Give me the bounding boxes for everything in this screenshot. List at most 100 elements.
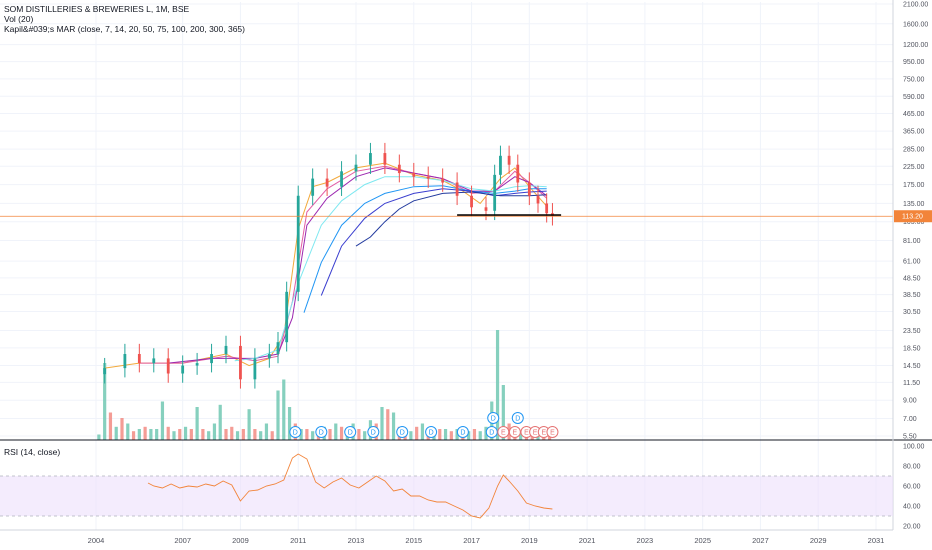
volume-bar [166, 426, 170, 440]
y-tick-label: 1200.00 [903, 42, 928, 49]
candle-body [383, 153, 387, 165]
volume-bar [178, 429, 182, 440]
volume-bar [467, 431, 471, 440]
volume-bar [415, 426, 419, 440]
volume-bar [131, 431, 136, 440]
volume-bar [380, 407, 384, 440]
candle-body [507, 155, 511, 165]
volume-bar [259, 431, 263, 440]
y-tick-label: 135.00 [903, 201, 925, 208]
event-marker-label: D [319, 430, 324, 437]
candle-body [499, 155, 502, 175]
candle-body [137, 353, 141, 364]
volume-bar [183, 426, 188, 440]
event-marker-label: D [491, 416, 496, 423]
volume-bar [334, 423, 338, 440]
candle-body [325, 178, 329, 187]
volume-bar [160, 401, 165, 440]
x-tick-label: 2019 [521, 536, 538, 545]
y-tick-label: 225.00 [903, 164, 925, 171]
candle-body [181, 365, 185, 374]
candle-body [536, 195, 540, 204]
moving-average-line [104, 162, 548, 369]
event-marker-label: D [400, 430, 405, 437]
chart-title: SOM DISTILLERIES & BREWERIES L, 1M, BSE [4, 4, 190, 14]
candle-body [285, 291, 289, 343]
x-tick-label: 2004 [88, 536, 105, 545]
event-marker [367, 426, 380, 438]
volume-bar [149, 429, 153, 440]
event-marker-label: E [513, 430, 518, 437]
y-tick-label: 590.00 [903, 94, 925, 101]
candle-body [441, 178, 445, 183]
rsi-tick-label: 60.00 [903, 484, 921, 491]
volume-bar [120, 418, 124, 440]
moving-average-line [234, 176, 547, 362]
x-tick-label: 2031 [868, 536, 885, 545]
x-tick-label: 2023 [637, 536, 654, 545]
volume-bar [230, 426, 234, 440]
event-marker-label: E [541, 430, 546, 437]
event-marker [487, 412, 500, 424]
volume-bar [114, 426, 118, 440]
volume-bar [438, 429, 442, 440]
candle-body [166, 358, 170, 374]
last-price-badge [894, 210, 932, 223]
moving-average-line [355, 191, 547, 247]
volume-bar [363, 431, 367, 440]
volume-bar [207, 431, 211, 440]
volume-bar [339, 426, 344, 440]
rsi-legend: RSI (14, close) [4, 447, 61, 457]
candle-body [152, 358, 156, 364]
y-tick-label: 105.00 [903, 219, 925, 226]
x-tick-label: 2027 [752, 536, 769, 545]
event-marker-label: D [429, 430, 434, 437]
candle-body [340, 171, 343, 187]
x-tick-label: 2007 [174, 536, 191, 545]
event-marker [396, 426, 409, 438]
y-tick-label: 7.00 [903, 416, 917, 423]
volume-bar [478, 431, 482, 440]
moving-average-line [320, 188, 547, 296]
candle-body [426, 176, 430, 179]
moving-average-legend: Kapil&#039;s MAR (close, 7, 14, 20, 50, … [4, 24, 245, 34]
volume-bar [201, 429, 205, 440]
rsi-line [147, 453, 553, 519]
candle-body [296, 195, 300, 292]
x-tick-label: 2009 [232, 536, 249, 545]
volume-bar [195, 407, 199, 440]
event-marker-label: E [501, 430, 506, 437]
y-tick-label: 48.50 [903, 275, 921, 282]
last-price-label: 113.20 [902, 214, 923, 221]
y-tick-label: 750.00 [903, 76, 925, 83]
x-tick-label: 2013 [348, 536, 365, 545]
y-tick-label: 285.00 [903, 147, 925, 154]
event-marker-label: E [524, 430, 529, 437]
volume-bar [386, 409, 390, 440]
volume-bar [108, 412, 113, 440]
volume-bar [420, 423, 425, 440]
volume-bar [472, 429, 477, 440]
candle-body [103, 368, 107, 375]
x-tick-label: 2017 [463, 536, 480, 545]
event-marker-label: D [371, 430, 376, 437]
volume-bar [357, 429, 361, 440]
y-tick-label: 175.00 [903, 182, 925, 189]
y-tick-label: 465.00 [903, 111, 925, 118]
event-marker [289, 426, 302, 438]
event-marker [456, 426, 469, 438]
volume-bar [443, 429, 448, 440]
volume-bar [449, 431, 453, 440]
event-marker-label: D [460, 430, 465, 437]
volume-bar [299, 429, 303, 440]
candle-body [195, 363, 199, 366]
y-tick-label: 18.50 [903, 345, 921, 352]
y-tick-label: 1600.00 [903, 21, 928, 28]
y-tick-label: 9.00 [903, 398, 917, 405]
rsi-tick-label: 100.00 [903, 444, 925, 451]
candle-body [354, 164, 358, 172]
event-marker-label: D [348, 430, 353, 437]
y-tick-label: 30.50 [903, 309, 921, 316]
x-tick-label: 2021 [579, 536, 596, 545]
